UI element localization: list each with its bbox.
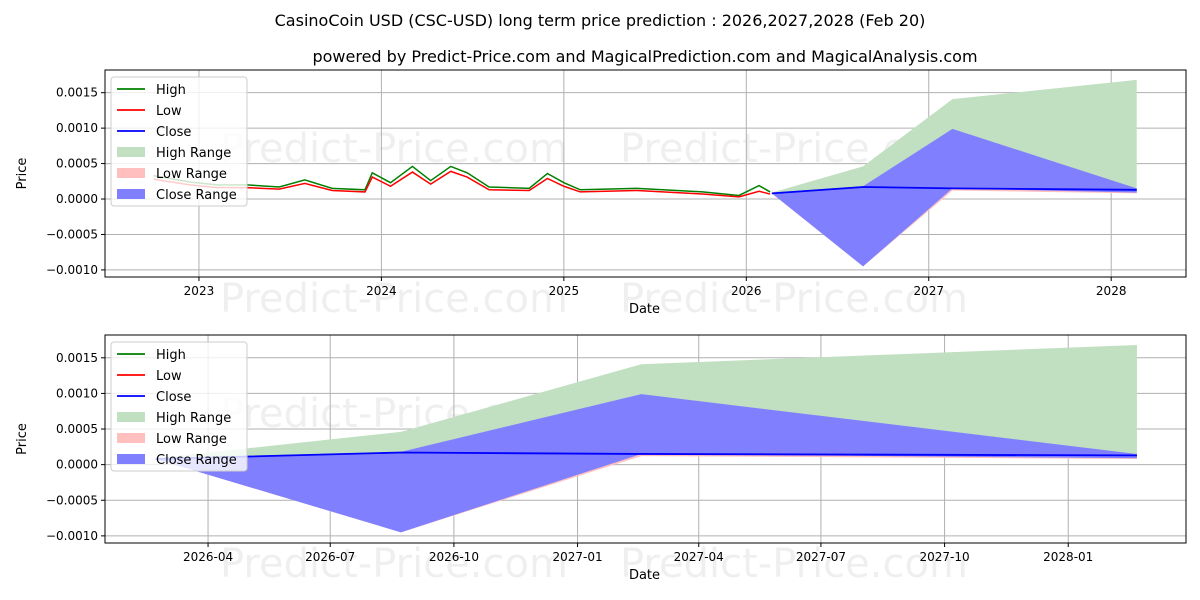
legend-label: Close [156, 390, 191, 405]
y-tick-label: −0.0010 [46, 529, 98, 543]
high-line [153, 165, 771, 197]
y-tick-label: −0.0005 [46, 493, 98, 507]
x-axis-label: Date [629, 302, 660, 317]
legend-label: Low [156, 369, 182, 384]
watermark-text: Predict-Price.com [620, 276, 968, 322]
y-tick-label: 0.0010 [56, 386, 98, 400]
close-range-area [155, 394, 1137, 533]
y-tick-label: 0.0010 [56, 121, 98, 135]
x-tick-label: 2026 [731, 284, 762, 298]
x-tick-label: 2027-07 [796, 550, 846, 564]
legend-patch-swatch [117, 168, 145, 178]
legend-label: High Range [156, 411, 231, 426]
legend-label: Low Range [156, 432, 227, 447]
close-line [155, 451, 1137, 460]
x-tick-label: 2027-01 [552, 550, 602, 564]
plot-area [155, 344, 1137, 533]
legend-label: Low [156, 104, 182, 119]
y-axis-label: Price [15, 158, 30, 190]
x-tick-label: 2027 [913, 284, 944, 298]
y-tick-label: 0.0000 [56, 192, 98, 206]
legend-label: Low Range [156, 167, 227, 182]
x-tick-label: 2024 [366, 284, 397, 298]
legend-patch-swatch [117, 412, 145, 422]
y-axis-label: Price [15, 423, 30, 455]
legend: High Low Close High Range Low Range Close Ran… [110, 341, 248, 472]
legend-label: Close Range [156, 188, 237, 203]
y-tick-label: 0.0005 [56, 422, 98, 436]
x-tick-label: 2027-04 [674, 550, 724, 564]
close-line [771, 186, 1137, 195]
axes-frame [104, 69, 1187, 278]
y-tick-label: 0.0015 [56, 351, 98, 365]
plot-area [153, 79, 1137, 267]
chart-title: CasinoCoin USD (CSC-USD) long term price… [275, 11, 926, 30]
x-tick-label: 2026-10 [429, 550, 479, 564]
x-axis-label: Date [629, 568, 660, 583]
watermark-text: Predict-Price.com [220, 126, 568, 172]
close-range-area [771, 128, 1137, 267]
y-tick-label: 0.0005 [56, 157, 98, 171]
y-tick-label: −0.0010 [46, 263, 98, 277]
chart-subtitle: powered by Predict-Price.com and Magical… [312, 47, 977, 66]
x-tick-label: 2023 [184, 284, 215, 298]
x-tick-label: 2027-10 [920, 550, 970, 564]
watermark-text: Predict-Price.com [220, 276, 568, 322]
x-tick-label: 2028 [1096, 284, 1127, 298]
watermark-text: Predict-Price.com [220, 541, 568, 587]
legend-patch-swatch [117, 147, 145, 157]
x-tick-label: 2026-07 [305, 550, 355, 564]
legend-patch-swatch [117, 454, 145, 464]
axes-frame [104, 334, 1187, 544]
x-tick-label: 2026-04 [183, 550, 233, 564]
y-tick-label: 0.0000 [56, 458, 98, 472]
y-tick-label: 0.0015 [56, 86, 98, 100]
legend-label: High [156, 83, 186, 98]
x-tick-label: 2025 [549, 284, 580, 298]
legend-patch-swatch [117, 189, 145, 199]
legend-patch-swatch [117, 433, 145, 443]
low-line [153, 170, 771, 198]
watermark-text: Predict-Price.com [620, 541, 968, 587]
legend-label: Close [156, 125, 191, 140]
y-tick-label: −0.0005 [46, 227, 98, 241]
x-tick-label: 2028-01 [1043, 550, 1093, 564]
legend-label: High [156, 348, 186, 363]
top-chart: Predict-Price.com Predict-Price.com Predic… [15, 69, 1187, 322]
legend-label: Close Range [156, 453, 237, 468]
legend: High Low Close High Range Low Range Close Ran… [110, 76, 248, 207]
legend-label: High Range [156, 146, 231, 161]
